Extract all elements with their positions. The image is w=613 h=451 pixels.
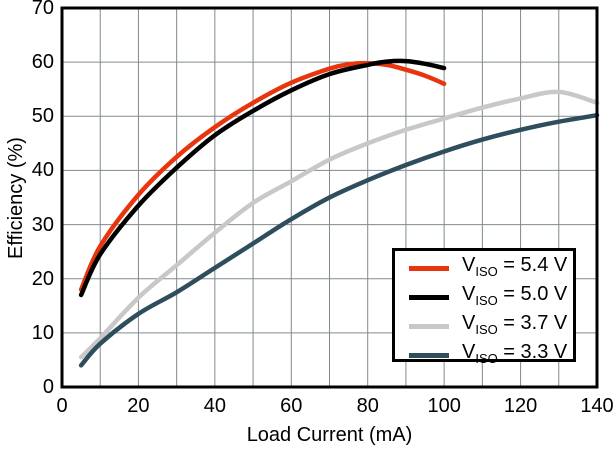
y-tick-label: 50 xyxy=(31,105,54,128)
y-tick-label: 60 xyxy=(31,51,54,74)
x-tick-label: 0 xyxy=(56,395,68,417)
legend-line-swatch-black xyxy=(409,295,449,300)
legend-line-swatch-gray xyxy=(409,324,449,329)
x-tick-label: 120 xyxy=(503,395,538,417)
x-tick-label: 20 xyxy=(127,395,150,417)
y-tick-label: 20 xyxy=(31,267,54,290)
curve-viso-5-0-v xyxy=(78,58,447,298)
curve-viso-5-4-v xyxy=(78,60,447,292)
legend-line-swatch-slate xyxy=(409,353,449,358)
x-tick-label: 40 xyxy=(203,395,226,417)
y-tick-label: 10 xyxy=(31,321,54,344)
legend-item-viso-3p7: VISO = 3.7 V xyxy=(409,312,573,341)
x-tick-label: 140 xyxy=(580,395,613,417)
legend-item-viso-3p3: VISO = 3.3 V xyxy=(409,341,573,370)
x-axis-title: Load Current (mA) xyxy=(246,424,413,446)
curve-viso-3-3-v xyxy=(78,112,600,368)
legend-line-swatch-red xyxy=(409,266,449,271)
x-tick-label: 100 xyxy=(427,395,461,417)
y-tick-label: 30 xyxy=(31,213,54,236)
plot-border xyxy=(60,6,599,389)
x-tick-label: 60 xyxy=(280,395,303,417)
legend-item-viso-5p4: VISO = 5.4 V xyxy=(409,254,573,283)
legend-label: VISO = 5.0 V xyxy=(462,283,568,308)
y-tick-label: 40 xyxy=(31,159,54,182)
legend-label: VISO = 3.7 V xyxy=(462,312,568,337)
y-tick-label: 0 xyxy=(42,376,54,398)
legend-box: VISO = 5.4 V VISO = 5.0 V VISO = 3.7 V V… xyxy=(392,248,576,366)
y-tick-label: 70 xyxy=(31,0,54,19)
curve-viso-3-7-v xyxy=(78,89,600,360)
x-tick-label: 80 xyxy=(356,395,379,417)
legend-label: VISO = 3.3 V xyxy=(462,341,568,366)
legend-label: VISO = 5.4 V xyxy=(462,254,568,279)
legend-item-viso-5p0: VISO = 5.0 V xyxy=(409,283,573,312)
y-axis-title: Efficiency (%) xyxy=(5,137,27,259)
